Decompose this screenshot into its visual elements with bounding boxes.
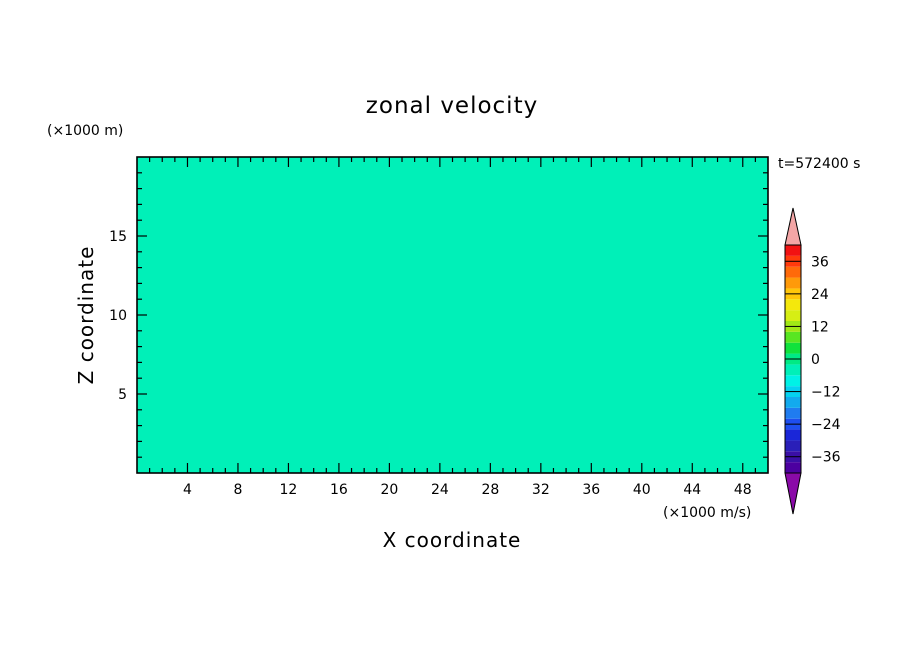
x-tick-label: 24 [431,482,449,498]
colorbar-tick-label: 0 [811,352,820,368]
x-tick-label: 4 [183,482,192,498]
x-units-label: (×1000 m/s) [663,505,751,521]
colorbar-swatch [785,462,801,473]
field-background [137,157,768,473]
y-tick-label: 15 [109,229,127,245]
chart-title: zonal velocity [366,93,538,119]
velocity-field [137,157,768,473]
x-tick-label: 40 [633,482,651,498]
colorbar-swatch [785,310,801,321]
colorbar-swatch [785,277,801,289]
x-tick-label: 8 [233,482,242,498]
colorbar-tick-label: 36 [811,254,829,270]
colorbar-swatch [785,397,801,408]
colorbar-swatch [785,245,801,256]
y-axis-label: Z coordinate [74,246,98,385]
colorbar-swatch [785,407,801,419]
x-tick-label: 20 [380,482,398,498]
x-tick-label: 36 [582,482,600,498]
x-axis-label: X coordinate [383,528,522,552]
colorbar-tick-label: −36 [811,450,841,466]
colorbar: 36 24 12 0 −12 −24 −36 [784,207,841,515]
colorbar-over-arrow [784,207,802,246]
colorbar-swatch [785,364,801,376]
x-tick-label: 16 [330,482,348,498]
y-tick-label: 10 [109,308,127,324]
colorbar-tick-label: 24 [811,287,829,303]
y-units-label: (×1000 m) [47,123,123,139]
colorbar-swatch [785,266,801,278]
colorbar-swatch [785,375,801,387]
colorbar-tick-label: −12 [811,385,841,401]
time-label: t=572400 s [778,156,860,172]
colorbar-swatch [785,429,801,441]
colorbar-tick-label: 12 [811,319,829,335]
colorbar-tick-label: −24 [811,417,841,433]
x-tick-label: 48 [734,482,752,498]
y-tick-label: 5 [118,387,127,403]
colorbar-swatch [785,342,801,354]
colorbar-swatch [785,299,801,311]
colorbar-swatch [785,440,801,452]
x-tick-label: 12 [280,482,298,498]
x-tick-label: 32 [532,482,550,498]
colorbar-under-arrow [784,472,802,515]
colorbar-swatch [785,331,801,343]
x-tick-label: 44 [683,482,701,498]
x-tick-label: 28 [481,482,499,498]
